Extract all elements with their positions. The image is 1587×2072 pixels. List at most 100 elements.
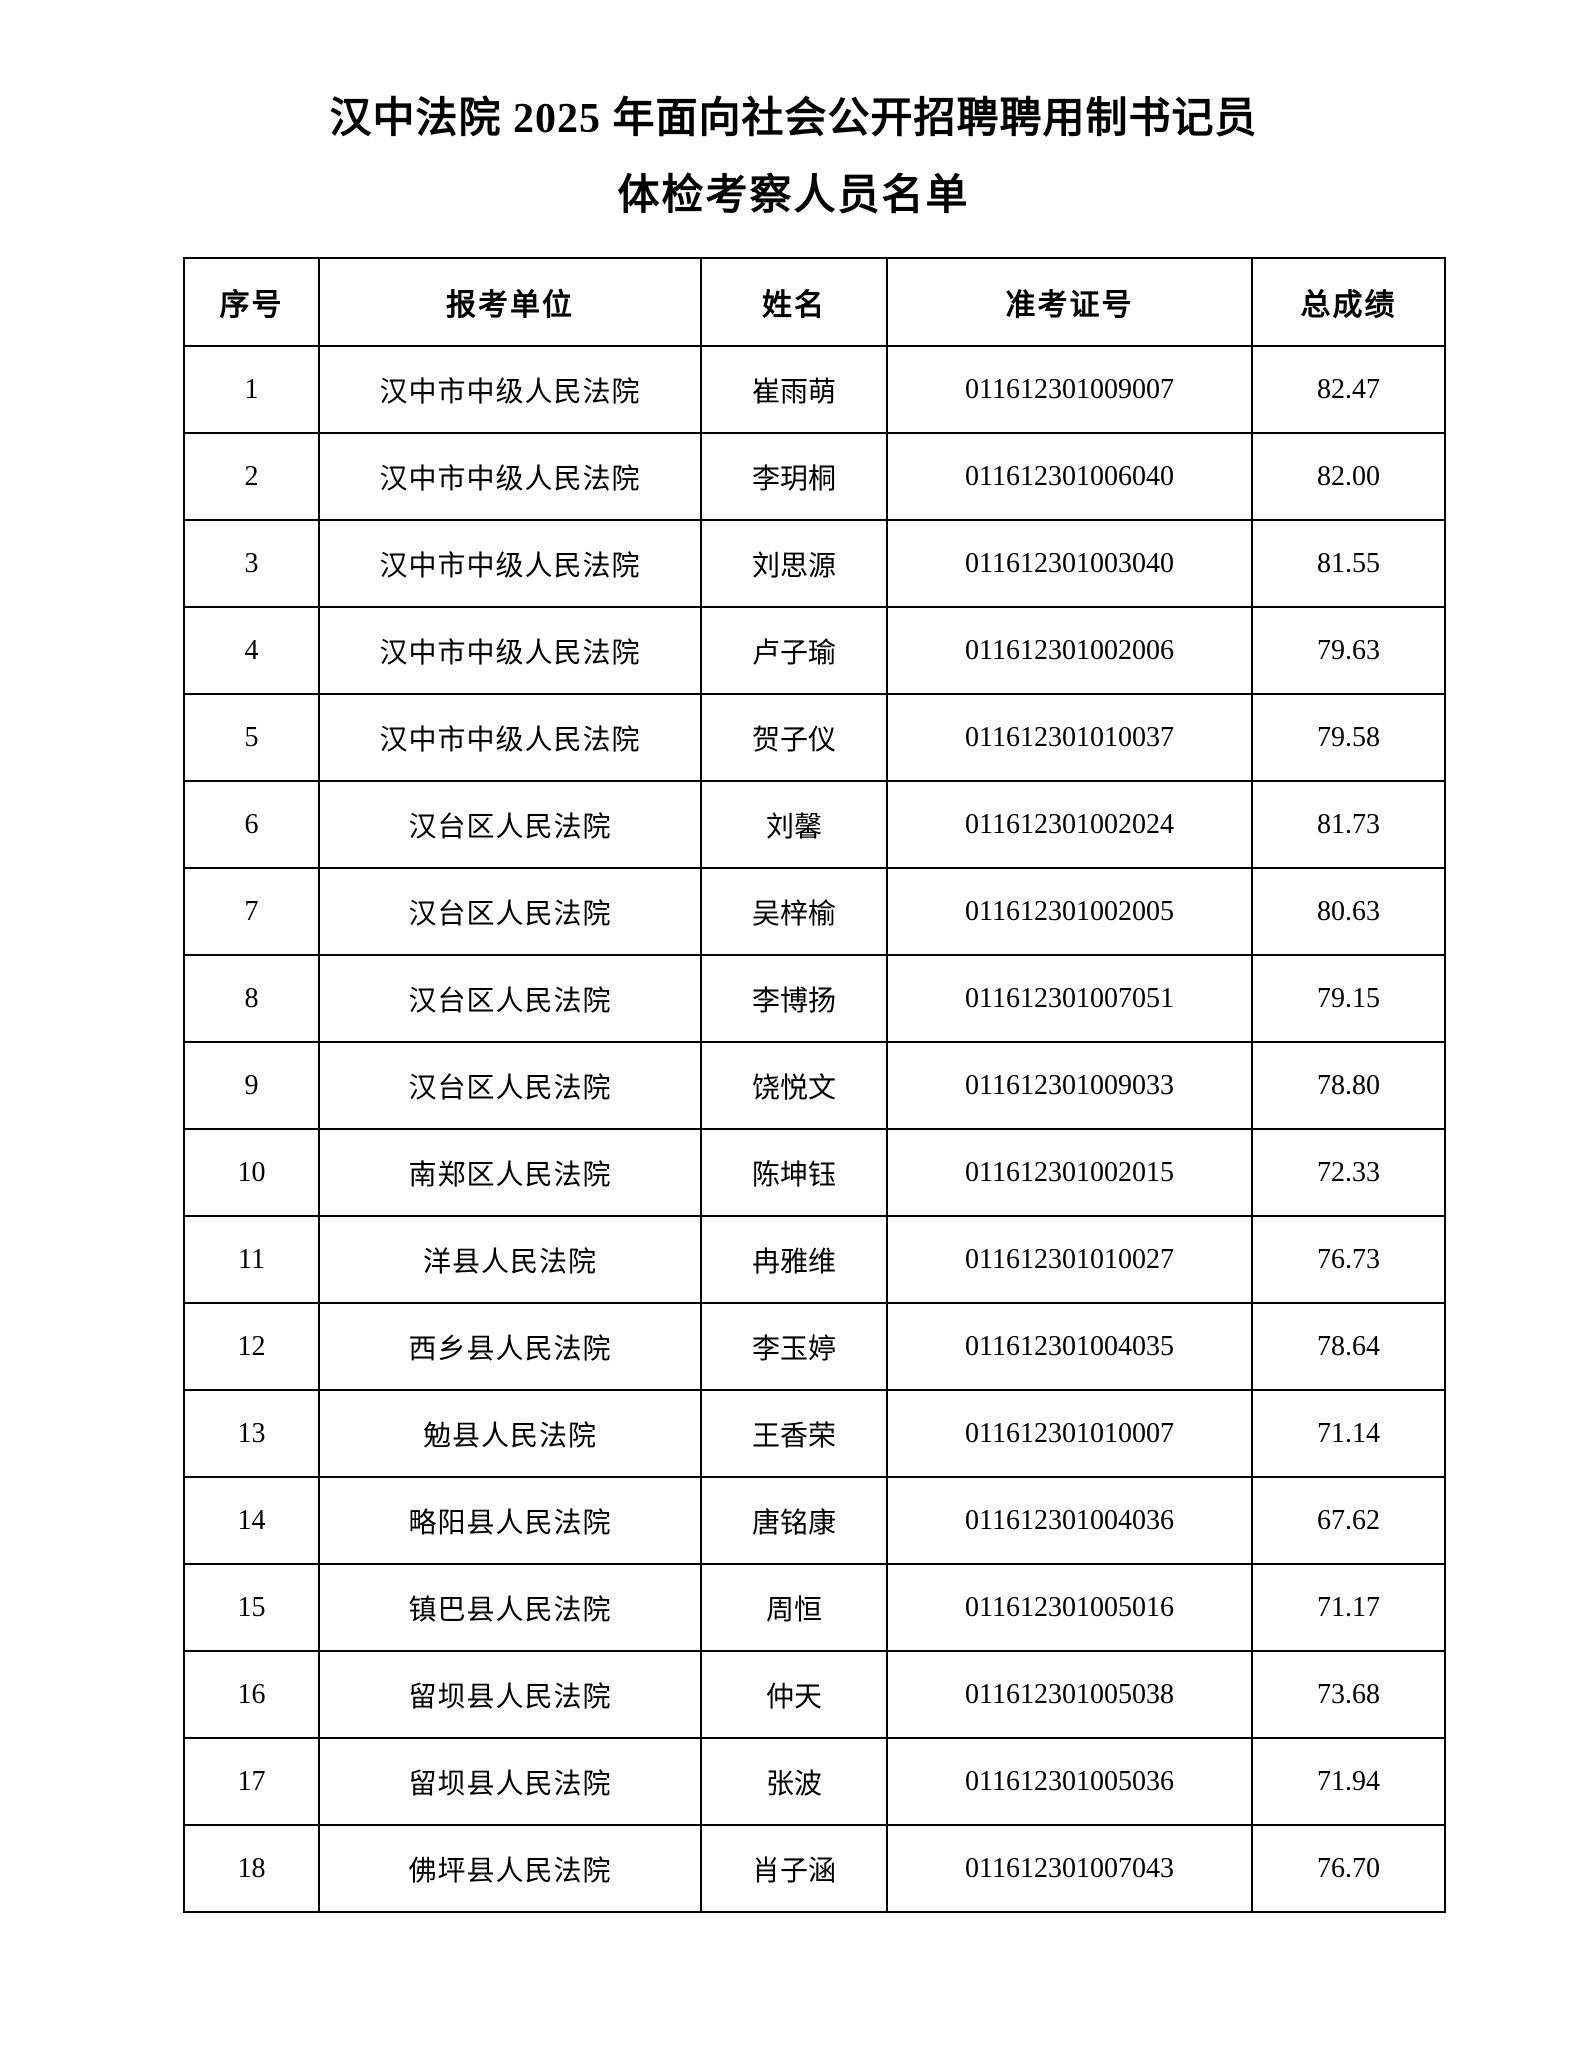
cell-candidate-name: 肖子涵 xyxy=(700,1824,888,1913)
cell-serial-number: 6 xyxy=(183,780,320,869)
cell-candidate-name: 张波 xyxy=(700,1737,888,1826)
cell-total-score: 82.47 xyxy=(1251,345,1446,434)
cell-total-score: 72.33 xyxy=(1251,1128,1446,1217)
table-row: 15 镇巴县人民法院 周恒 011612301005016 71.17 xyxy=(183,1563,1446,1652)
table-row: 16 留坝县人民法院 仲天 011612301005038 73.68 xyxy=(183,1650,1446,1739)
cell-serial-number: 3 xyxy=(183,519,320,608)
table-row: 11 洋县人民法院 冉雅维 011612301010027 76.73 xyxy=(183,1215,1446,1304)
header-total-score: 总成绩 xyxy=(1251,257,1446,347)
table-row: 17 留坝县人民法院 张波 011612301005036 71.94 xyxy=(183,1737,1446,1826)
cell-exam-ticket-number: 011612301010007 xyxy=(886,1389,1253,1478)
cell-applied-court: 汉台区人民法院 xyxy=(318,954,702,1043)
cell-applied-court: 洋县人民法院 xyxy=(318,1215,702,1304)
cell-applied-court: 略阳县人民法院 xyxy=(318,1476,702,1565)
cell-candidate-name: 唐铭康 xyxy=(700,1476,888,1565)
table-row: 7 汉台区人民法院 吴梓榆 011612301002005 80.63 xyxy=(183,867,1446,956)
table-row: 12 西乡县人民法院 李玉婷 011612301004035 78.64 xyxy=(183,1302,1446,1391)
cell-serial-number: 11 xyxy=(183,1215,320,1304)
table-row: 18 佛坪县人民法院 肖子涵 011612301007043 76.70 xyxy=(183,1824,1446,1913)
cell-total-score: 71.94 xyxy=(1251,1737,1446,1826)
cell-serial-number: 16 xyxy=(183,1650,320,1739)
cell-total-score: 76.70 xyxy=(1251,1824,1446,1913)
cell-total-score: 79.58 xyxy=(1251,693,1446,782)
page-title-line-1: 汉中法院 2025 年面向社会公开招聘聘用制书记员 xyxy=(329,96,1258,142)
table-row: 4 汉中市中级人民法院 卢子瑜 011612301002006 79.63 xyxy=(183,606,1446,695)
table-row: 5 汉中市中级人民法院 贺子仪 011612301010037 79.58 xyxy=(183,693,1446,782)
table-row: 1 汉中市中级人民法院 崔雨萌 011612301009007 82.47 xyxy=(183,345,1446,434)
cell-serial-number: 17 xyxy=(183,1737,320,1826)
table-body: 1 汉中市中级人民法院 崔雨萌 011612301009007 82.47 2 汉中市中级人… xyxy=(183,345,1446,1913)
cell-candidate-name: 刘馨 xyxy=(700,780,888,869)
cell-applied-court: 汉台区人民法院 xyxy=(318,1041,702,1130)
cell-exam-ticket-number: 011612301002024 xyxy=(886,780,1253,869)
cell-total-score: 78.80 xyxy=(1251,1041,1446,1130)
cell-total-score: 80.63 xyxy=(1251,867,1446,956)
page-title-line-2: 体检考察人员名单 xyxy=(617,173,970,219)
cell-applied-court: 汉中市中级人民法院 xyxy=(318,345,702,434)
cell-total-score: 82.00 xyxy=(1251,432,1446,521)
cell-applied-court: 汉中市中级人民法院 xyxy=(318,693,702,782)
cell-candidate-name: 崔雨萌 xyxy=(700,345,888,434)
cell-serial-number: 12 xyxy=(183,1302,320,1391)
header-candidate-name: 姓名 xyxy=(700,257,888,347)
cell-exam-ticket-number: 011612301010037 xyxy=(886,693,1253,782)
cell-candidate-name: 贺子仪 xyxy=(700,693,888,782)
cell-exam-ticket-number: 011612301002015 xyxy=(886,1128,1253,1217)
table-header-row: 序号 报考单位 姓名 准考证号 总成绩 xyxy=(183,257,1446,347)
cell-serial-number: 9 xyxy=(183,1041,320,1130)
cell-exam-ticket-number: 011612301004036 xyxy=(886,1476,1253,1565)
cell-candidate-name: 卢子瑜 xyxy=(700,606,888,695)
header-serial-number: 序号 xyxy=(183,257,320,347)
cell-serial-number: 14 xyxy=(183,1476,320,1565)
cell-serial-number: 1 xyxy=(183,345,320,434)
table-row: 3 汉中市中级人民法院 刘思源 011612301003040 81.55 xyxy=(183,519,1446,608)
cell-candidate-name: 陈坤钰 xyxy=(700,1128,888,1217)
table-row: 10 南郑区人民法院 陈坤钰 011612301002015 72.33 xyxy=(183,1128,1446,1217)
cell-candidate-name: 仲天 xyxy=(700,1650,888,1739)
cell-applied-court: 西乡县人民法院 xyxy=(318,1302,702,1391)
cell-applied-court: 南郑区人民法院 xyxy=(318,1128,702,1217)
cell-candidate-name: 吴梓榆 xyxy=(700,867,888,956)
cell-applied-court: 留坝县人民法院 xyxy=(318,1737,702,1826)
candidates-table: 序号 报考单位 姓名 准考证号 总成绩 1 汉中市中级人民法院 崔雨萌 0116123… xyxy=(183,257,1446,1913)
cell-candidate-name: 周恒 xyxy=(700,1563,888,1652)
cell-candidate-name: 刘思源 xyxy=(700,519,888,608)
cell-applied-court: 汉中市中级人民法院 xyxy=(318,432,702,521)
cell-total-score: 79.15 xyxy=(1251,954,1446,1043)
table-row: 13 勉县人民法院 王香荣 011612301010007 71.14 xyxy=(183,1389,1446,1478)
cell-serial-number: 10 xyxy=(183,1128,320,1217)
cell-total-score: 76.73 xyxy=(1251,1215,1446,1304)
cell-applied-court: 汉台区人民法院 xyxy=(318,867,702,956)
cell-applied-court: 留坝县人民法院 xyxy=(318,1650,702,1739)
cell-serial-number: 4 xyxy=(183,606,320,695)
cell-serial-number: 18 xyxy=(183,1824,320,1913)
cell-applied-court: 汉中市中级人民法院 xyxy=(318,606,702,695)
cell-candidate-name: 李玥桐 xyxy=(700,432,888,521)
cell-applied-court: 镇巴县人民法院 xyxy=(318,1563,702,1652)
cell-exam-ticket-number: 011612301005036 xyxy=(886,1737,1253,1826)
table-row: 9 汉台区人民法院 饶悦文 011612301009033 78.80 xyxy=(183,1041,1446,1130)
cell-applied-court: 佛坪县人民法院 xyxy=(318,1824,702,1913)
cell-candidate-name: 王香荣 xyxy=(700,1389,888,1478)
cell-candidate-name: 李玉婷 xyxy=(700,1302,888,1391)
cell-total-score: 81.73 xyxy=(1251,780,1446,869)
cell-total-score: 79.63 xyxy=(1251,606,1446,695)
header-applied-court: 报考单位 xyxy=(318,257,702,347)
cell-applied-court: 汉台区人民法院 xyxy=(318,780,702,869)
table-row: 8 汉台区人民法院 李博扬 011612301007051 79.15 xyxy=(183,954,1446,1043)
cell-exam-ticket-number: 011612301005038 xyxy=(886,1650,1253,1739)
cell-exam-ticket-number: 011612301004035 xyxy=(886,1302,1253,1391)
cell-exam-ticket-number: 011612301010027 xyxy=(886,1215,1253,1304)
cell-serial-number: 5 xyxy=(183,693,320,782)
table-row: 14 略阳县人民法院 唐铭康 011612301004036 67.62 xyxy=(183,1476,1446,1565)
cell-serial-number: 7 xyxy=(183,867,320,956)
cell-applied-court: 勉县人民法院 xyxy=(318,1389,702,1478)
cell-candidate-name: 饶悦文 xyxy=(700,1041,888,1130)
cell-total-score: 81.55 xyxy=(1251,519,1446,608)
cell-exam-ticket-number: 011612301009033 xyxy=(886,1041,1253,1130)
cell-total-score: 78.64 xyxy=(1251,1302,1446,1391)
cell-total-score: 73.68 xyxy=(1251,1650,1446,1739)
cell-total-score: 67.62 xyxy=(1251,1476,1446,1565)
cell-exam-ticket-number: 011612301002005 xyxy=(886,867,1253,956)
cell-serial-number: 2 xyxy=(183,432,320,521)
